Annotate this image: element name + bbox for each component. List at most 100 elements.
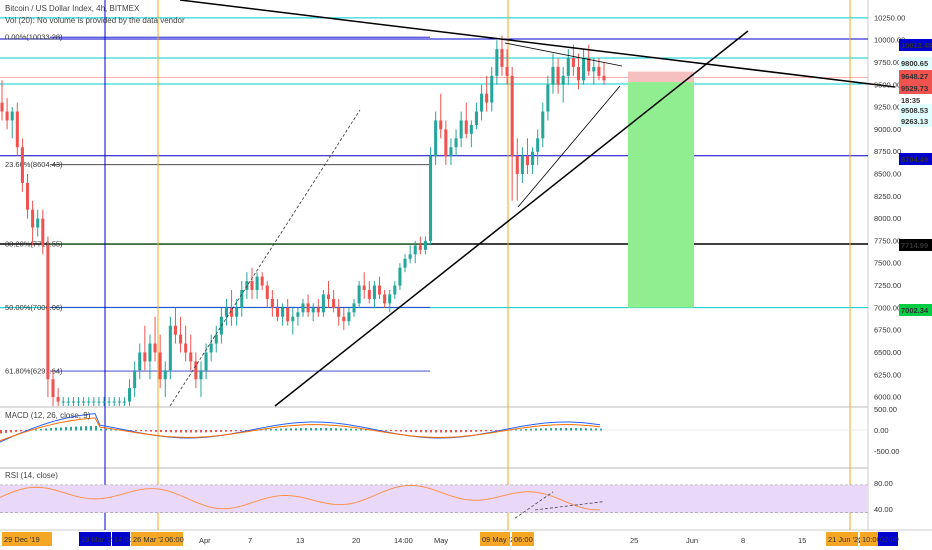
chart-background [0, 0, 932, 531]
macd-histogram-bar [140, 430, 142, 432]
price-tag-label: 7002.34 [901, 306, 929, 315]
macd-histogram-bar [360, 429, 362, 431]
candle-body [372, 285, 376, 299]
candle-body [112, 401, 116, 403]
candle-body [592, 66, 596, 72]
candle-body [316, 307, 320, 313]
candle-body [214, 334, 218, 344]
macd-histogram-bar [565, 428, 567, 431]
macd-histogram-bar [70, 426, 72, 431]
macd-histogram-bar [570, 428, 572, 431]
macd-histogram-bar [80, 426, 82, 431]
candle-body [403, 258, 407, 268]
rsi-pane [0, 484, 868, 519]
candle-body [454, 138, 458, 148]
price-axis[interactable]: 10250.00 10000.00 9750.00 9500.00 9250.00 900… [874, 13, 905, 514]
macd-histogram-bar [220, 430, 222, 432]
macd-histogram-bar [420, 430, 422, 433]
time-label-box [112, 532, 130, 546]
candle-body [347, 312, 351, 322]
candle-body [388, 294, 392, 304]
rsi-tick-label: 40.00 [874, 505, 893, 514]
macd-histogram-bar [280, 428, 282, 431]
candle-body [413, 245, 417, 255]
price-tick-label: 7000.00 [874, 303, 901, 312]
candle-body [184, 343, 188, 353]
candle-body [87, 401, 91, 403]
macd-histogram-bar [165, 430, 167, 433]
price-tick-label: 8750.00 [874, 147, 901, 156]
candle-body [449, 147, 453, 157]
macd-histogram-bar [35, 429, 37, 431]
macd-histogram-bar [520, 429, 522, 431]
time-label-text: 29 Dec '19 [4, 535, 40, 544]
time-tick-label: Jun [686, 536, 698, 545]
macd-histogram-bar [175, 430, 177, 433]
price-tick-label: 9500.00 [874, 80, 901, 89]
candle-body [597, 66, 601, 76]
candle-body [230, 307, 234, 317]
macd-histogram-bar [550, 428, 552, 431]
macd-histogram-bar [290, 428, 292, 431]
candle-body [398, 267, 402, 286]
candle-body [92, 401, 96, 403]
candle-body [270, 298, 274, 308]
candle-body [571, 58, 575, 67]
candle-body [531, 151, 535, 166]
price-tick-label: 10250.00 [874, 13, 905, 22]
candle-body [281, 307, 285, 317]
macd-histogram-bar [265, 429, 267, 431]
time-label-text: 19 Mar '20 [81, 535, 116, 544]
candle-body [321, 294, 325, 313]
candle-body [525, 156, 530, 166]
price-tag [899, 39, 932, 51]
macd-histogram-bar [10, 430, 12, 433]
macd-histogram-bar [185, 430, 187, 433]
fib-label: 23.60%(8604.43) [5, 160, 63, 169]
macd-histogram-bar [440, 430, 442, 433]
candle-body [301, 303, 305, 313]
macd-histogram-bar [225, 430, 227, 432]
macd-histogram-bar [525, 428, 527, 431]
candle-body [459, 120, 463, 139]
time-label-text: 06:00 [514, 535, 533, 544]
macd-histogram-bar [50, 428, 52, 431]
candle-body [566, 58, 570, 76]
time-axis[interactable]: Apr 7 13 20 14:00 May 25 Jun 8 15 22 29 Dec '19 19 M… [2, 532, 899, 546]
candle-body [357, 285, 361, 304]
candle-body [265, 285, 269, 299]
price-tag [899, 115, 932, 127]
macd-tick-label: 500.00 [874, 405, 897, 414]
macd-histogram-bar [85, 426, 87, 431]
macd-histogram-bar [130, 430, 132, 431]
macd-histogram-bar [395, 430, 397, 432]
macd-histogram-bar [295, 428, 297, 431]
macd-histogram-bar [335, 428, 337, 431]
price-tag [899, 239, 932, 251]
candle-body [117, 401, 121, 403]
rsi-tick-label: 80.00 [874, 479, 893, 488]
wedge-lower-line [517, 85, 621, 208]
candle-body [133, 370, 137, 389]
candle-body [576, 66, 581, 81]
candle-body [122, 401, 126, 403]
candle-body [51, 379, 55, 398]
candle-body [97, 401, 101, 403]
macd-histogram-bar [600, 428, 602, 431]
time-tick-label: May [434, 536, 448, 545]
candle-body [0, 102, 4, 112]
price-tick-label: 6500.00 [874, 348, 901, 357]
candle-body [286, 307, 290, 322]
candle-body [255, 276, 259, 290]
macd-histogram-bar [300, 428, 302, 431]
candle-body [515, 156, 519, 174]
macd-tick-label: -500.00 [874, 447, 899, 456]
price-tag-label: 9529.73 [901, 84, 928, 93]
chart-title: Bitcoin / US Dollar Index, 4h, BITMEX [5, 4, 140, 13]
macd-histogram-bar [0, 430, 2, 434]
candle-body [377, 285, 382, 295]
macd-pane [0, 413, 868, 443]
candle-body [204, 352, 208, 371]
macd-histogram-bar [155, 430, 157, 432]
